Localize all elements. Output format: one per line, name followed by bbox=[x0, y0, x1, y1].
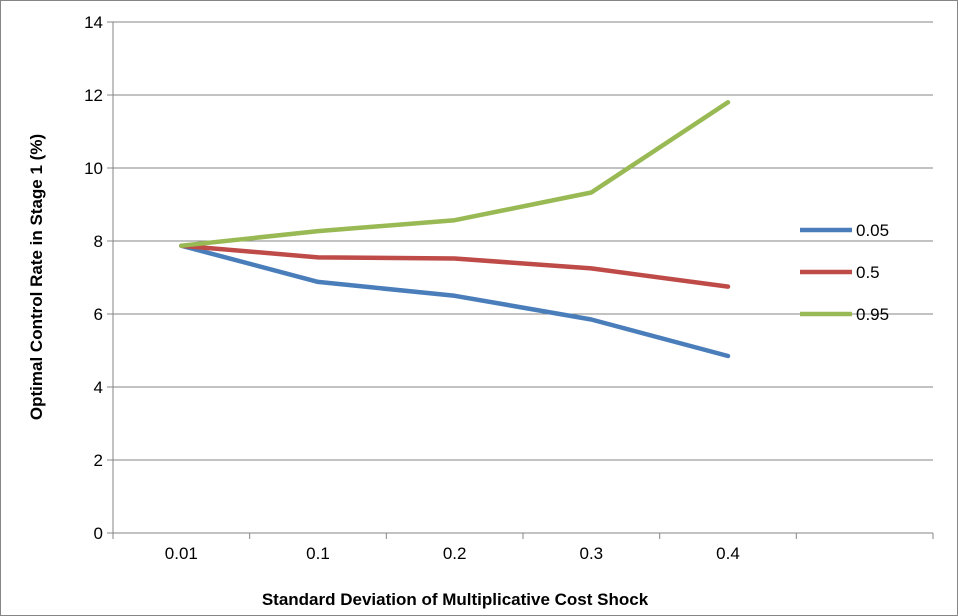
y-tick-label: 0 bbox=[94, 524, 103, 543]
y-tick-label: 14 bbox=[84, 13, 103, 32]
x-tick-label: 0.01 bbox=[165, 544, 198, 563]
y-tick-label: 12 bbox=[84, 86, 103, 105]
y-tick-label: 2 bbox=[94, 451, 103, 470]
series-lines bbox=[179, 100, 731, 359]
legend: 0.05 0.5 0.95 bbox=[800, 221, 889, 324]
y-tick-label: 6 bbox=[94, 305, 103, 324]
y-tick-label: 8 bbox=[94, 232, 103, 251]
x-axis-title: Standard Deviation of Multiplicative Cos… bbox=[262, 590, 649, 609]
series-line-0.95 bbox=[179, 100, 731, 248]
y-tick-label: 4 bbox=[94, 378, 103, 397]
x-tick-label: 0.4 bbox=[716, 544, 740, 563]
gridlines bbox=[113, 21, 933, 461]
x-tick-label: 0.2 bbox=[443, 544, 467, 563]
y-axis-title: Optimal Control Rate in Stage 1 (%) bbox=[27, 134, 46, 420]
y-tick-label: 10 bbox=[84, 159, 103, 178]
series-line-0.5 bbox=[179, 243, 731, 289]
legend-label: 0.95 bbox=[856, 305, 889, 324]
x-tick-label: 0.3 bbox=[580, 544, 604, 563]
axes: 0 2 4 6 8 10 12 14 0.01 0.1 0.2 0.3 0.4 bbox=[84, 13, 934, 563]
legend-label: 0.5 bbox=[856, 263, 880, 282]
legend-label: 0.05 bbox=[856, 221, 889, 240]
series-line-0.05 bbox=[179, 243, 731, 359]
x-tick-label: 0.1 bbox=[306, 544, 330, 563]
